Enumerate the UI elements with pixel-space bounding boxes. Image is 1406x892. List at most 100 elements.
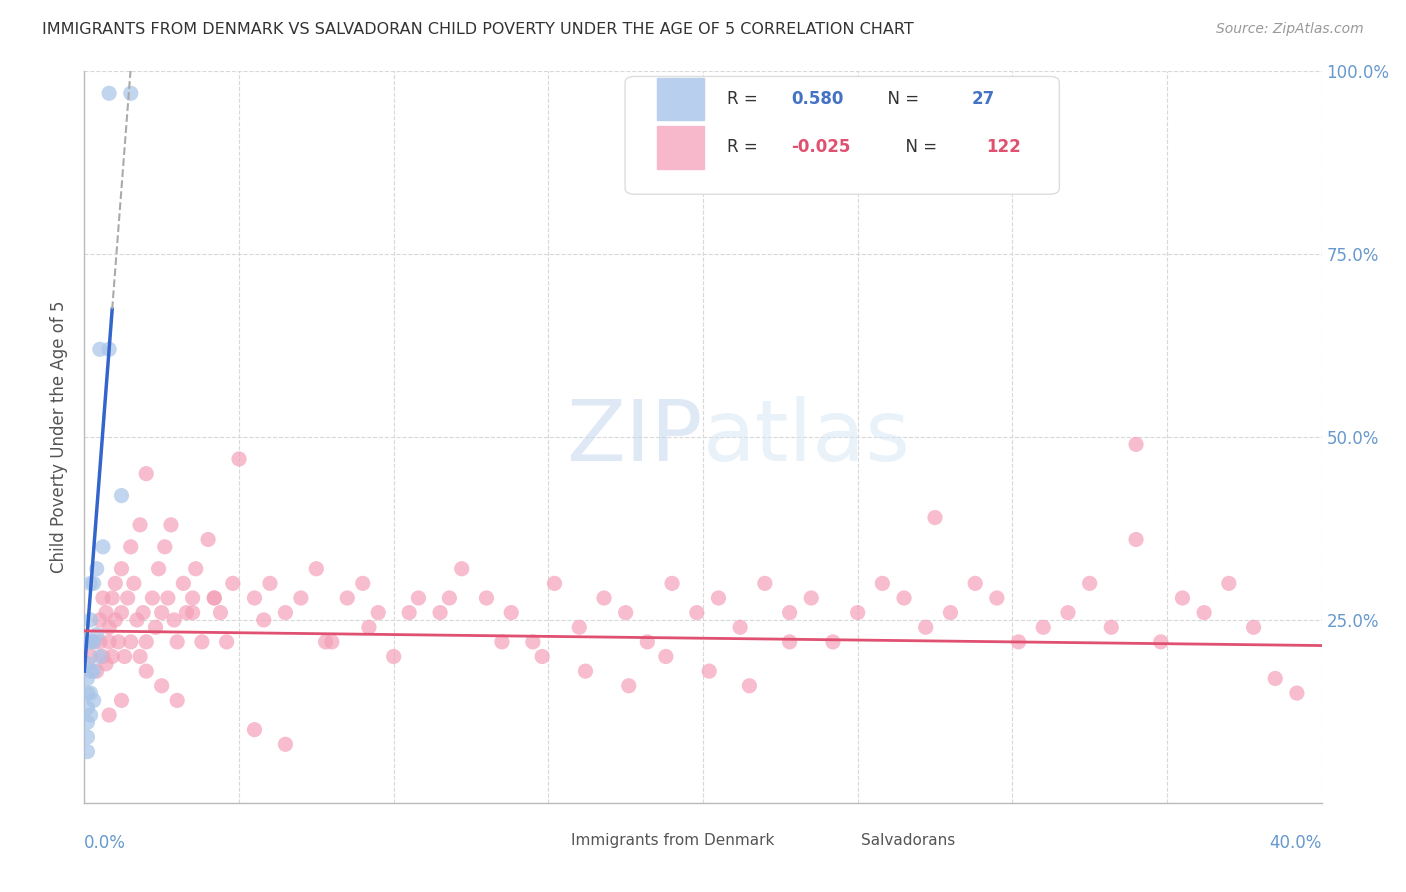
Point bbox=[110, 606, 132, 620]
Point bbox=[501, 606, 523, 620]
Point bbox=[141, 591, 163, 605]
Point bbox=[475, 591, 498, 605]
Point bbox=[1099, 620, 1122, 634]
Point bbox=[1032, 620, 1054, 634]
Point bbox=[176, 606, 198, 620]
Point bbox=[357, 620, 380, 634]
Point bbox=[661, 576, 683, 591]
Point bbox=[135, 664, 157, 678]
Point bbox=[779, 606, 801, 620]
Point bbox=[160, 517, 183, 532]
Text: R =: R = bbox=[727, 138, 762, 156]
Point bbox=[1057, 606, 1080, 620]
Point bbox=[181, 606, 204, 620]
Text: Source: ZipAtlas.com: Source: ZipAtlas.com bbox=[1216, 22, 1364, 37]
Point bbox=[290, 591, 312, 605]
Point bbox=[574, 664, 596, 678]
Point bbox=[1125, 533, 1147, 547]
Text: N =: N = bbox=[894, 138, 942, 156]
FancyBboxPatch shape bbox=[626, 77, 1059, 194]
Point bbox=[336, 591, 359, 605]
Point bbox=[846, 606, 869, 620]
Point bbox=[429, 606, 451, 620]
Point bbox=[89, 635, 111, 649]
Point bbox=[104, 613, 127, 627]
Point bbox=[83, 635, 105, 649]
Point bbox=[367, 606, 389, 620]
Point bbox=[321, 635, 343, 649]
Point bbox=[1243, 620, 1265, 634]
Point bbox=[150, 679, 173, 693]
Point bbox=[738, 679, 761, 693]
Y-axis label: Child Poverty Under the Age of 5: Child Poverty Under the Age of 5 bbox=[51, 301, 69, 574]
Point bbox=[543, 576, 565, 591]
Point bbox=[76, 672, 98, 686]
Point bbox=[274, 737, 297, 751]
Point bbox=[79, 708, 101, 723]
Point bbox=[228, 452, 250, 467]
Point bbox=[101, 591, 124, 605]
Point bbox=[76, 745, 98, 759]
Point bbox=[76, 700, 98, 714]
Point bbox=[86, 562, 108, 576]
Point bbox=[148, 562, 170, 576]
Text: 0.580: 0.580 bbox=[790, 90, 844, 108]
Point bbox=[522, 635, 544, 649]
Point bbox=[491, 635, 513, 649]
Point bbox=[117, 591, 139, 605]
Point bbox=[110, 489, 132, 503]
Point bbox=[184, 562, 207, 576]
Text: Salvadorans: Salvadorans bbox=[862, 833, 956, 848]
Point bbox=[153, 540, 176, 554]
Point bbox=[163, 613, 186, 627]
Point bbox=[114, 649, 136, 664]
Point bbox=[107, 635, 129, 649]
Point bbox=[135, 635, 157, 649]
Text: 40.0%: 40.0% bbox=[1270, 834, 1322, 852]
Text: N =: N = bbox=[877, 90, 925, 108]
Point bbox=[76, 730, 98, 744]
Text: R =: R = bbox=[727, 90, 762, 108]
Point bbox=[191, 635, 214, 649]
Point bbox=[1171, 591, 1194, 605]
Point bbox=[1007, 635, 1029, 649]
Point bbox=[76, 657, 98, 671]
Point bbox=[893, 591, 915, 605]
Point bbox=[166, 635, 188, 649]
Point bbox=[222, 576, 245, 591]
Point bbox=[83, 664, 105, 678]
Point bbox=[439, 591, 461, 605]
Point bbox=[259, 576, 281, 591]
Point bbox=[728, 620, 751, 634]
Point bbox=[215, 635, 238, 649]
Point bbox=[986, 591, 1008, 605]
Point bbox=[125, 613, 148, 627]
Point bbox=[89, 343, 111, 357]
FancyBboxPatch shape bbox=[657, 126, 704, 169]
Point bbox=[79, 649, 101, 664]
Point bbox=[382, 649, 405, 664]
Point bbox=[202, 591, 225, 605]
Point bbox=[79, 613, 101, 627]
Point bbox=[166, 693, 188, 707]
Point bbox=[98, 343, 121, 357]
Point bbox=[614, 606, 637, 620]
Point bbox=[408, 591, 430, 605]
Text: -0.025: -0.025 bbox=[790, 138, 851, 156]
Point bbox=[593, 591, 616, 605]
Point bbox=[94, 606, 117, 620]
Point bbox=[76, 635, 98, 649]
Point bbox=[83, 576, 105, 591]
Point bbox=[79, 635, 101, 649]
Point bbox=[129, 649, 152, 664]
Point bbox=[104, 576, 127, 591]
Point bbox=[98, 708, 121, 723]
Point bbox=[79, 576, 101, 591]
Point bbox=[76, 715, 98, 730]
Text: IMMIGRANTS FROM DENMARK VS SALVADORAN CHILD POVERTY UNDER THE AGE OF 5 CORRELATI: IMMIGRANTS FROM DENMARK VS SALVADORAN CH… bbox=[42, 22, 914, 37]
Point bbox=[132, 606, 155, 620]
Point bbox=[98, 87, 121, 101]
Point bbox=[939, 606, 962, 620]
Point bbox=[1192, 606, 1215, 620]
Point bbox=[1078, 576, 1101, 591]
